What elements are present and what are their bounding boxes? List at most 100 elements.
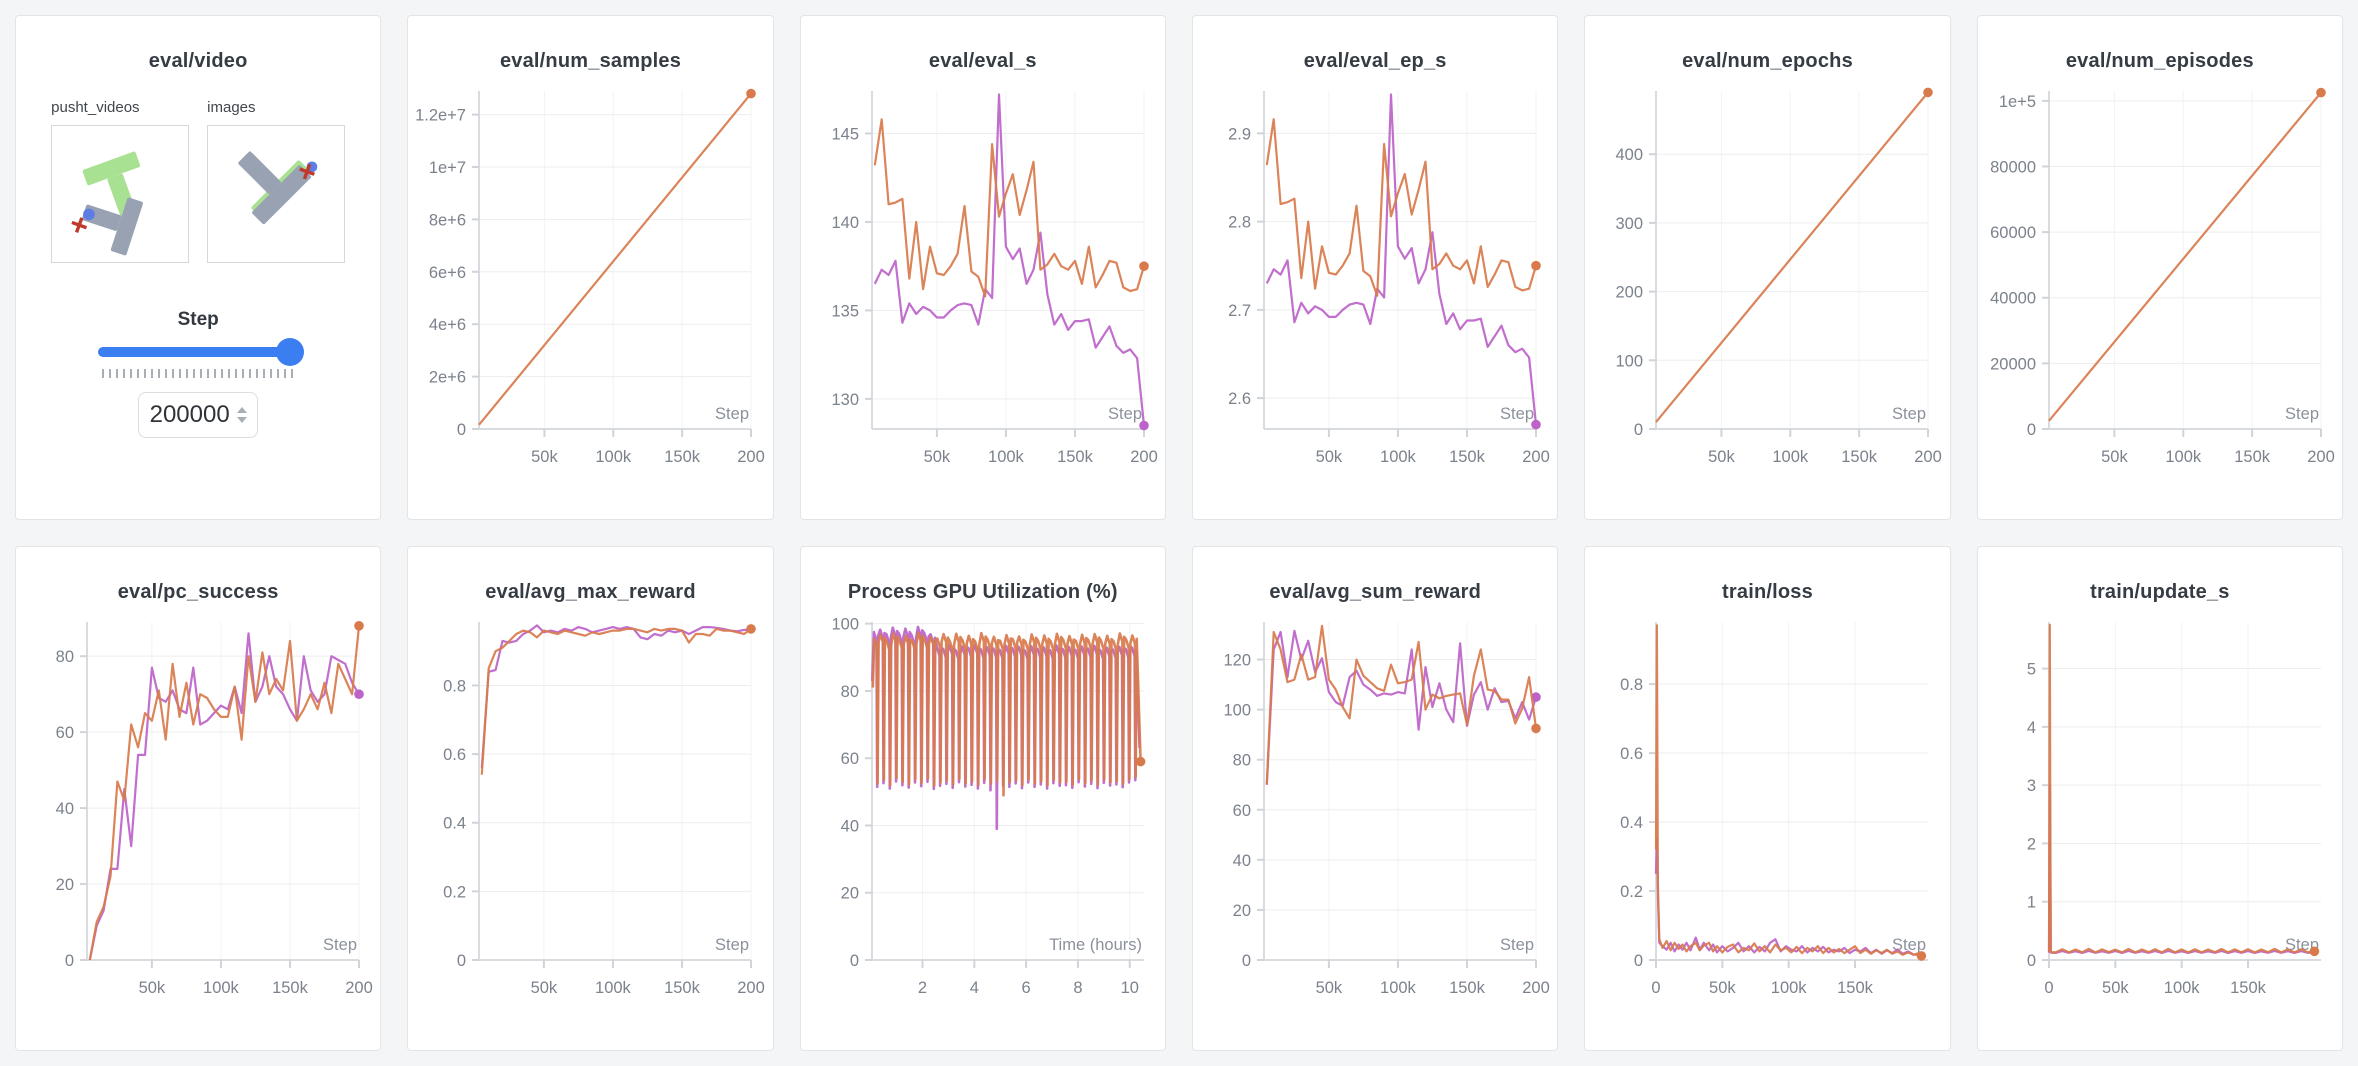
chart-panel-pc-success[interactable]: eval/pc_success 50k 100k 150k 200 0 20 40 60 80 S… [15, 546, 382, 1051]
chart-panel-train-update-s[interactable]: train/update_s 0 50k 100k 150k 0 1 2 3 4 5 Step [1976, 546, 2343, 1051]
chart-title: eval/avg_sum_reward [1269, 581, 1482, 603]
svg-text:40: 40 [840, 817, 858, 835]
increment-arrow-icon[interactable] [236, 407, 247, 413]
series-line-purple-run [481, 624, 752, 768]
tick-labels: 50k 100k 150k 200 2.6 2.7 2.8 2.9 Step [1228, 125, 1550, 466]
step-slider[interactable] [98, 338, 305, 366]
step-slider-ticks [102, 369, 295, 378]
chart-title: eval/avg_max_reward [485, 581, 696, 603]
decrement-arrow-icon[interactable] [236, 417, 247, 423]
chart-panel-num-epochs[interactable]: eval/num_epochs 50k 100k 150k 200 0 100 200 300… [1584, 15, 1951, 520]
tick-labels: 0 50k 100k 150k 0 0.2 0.4 0.6 0.8 Step [1621, 676, 1927, 997]
end-point-marker-orange-run [1917, 951, 1927, 961]
svg-text:130: 130 [831, 391, 859, 409]
svg-text:0: 0 [2027, 952, 2036, 970]
panel-title: eval/video [148, 50, 248, 72]
svg-text:60: 60 [1233, 802, 1251, 820]
svg-text:2.9: 2.9 [1228, 125, 1251, 143]
video-thumbnail-pusht[interactable] [51, 125, 190, 263]
end-point-marker-orange-run [1923, 87, 1934, 98]
svg-text:100k: 100k [596, 448, 633, 466]
chart-canvas[interactable]: 50k 100k 150k 200 0 100 200 300 400 Step [1594, 77, 1942, 497]
end-point-marker-orange-run [354, 621, 364, 631]
svg-text:40: 40 [1233, 852, 1251, 870]
svg-text:200: 200 [738, 979, 766, 997]
svg-text:20: 20 [840, 885, 858, 903]
chart-panel-gpu-utilization[interactable]: Process GPU Utilization (%) 2 4 6 8 10 0 20 40 6… [799, 546, 1166, 1051]
chart-panel-num-episodes[interactable]: eval/num_episodes 50k 100k 150k 200 0 20000 40… [1976, 15, 2343, 520]
tick-labels: 50k 100k 150k 200 0 20000 40000 60000 80000 1e+5 S… [1990, 93, 2335, 466]
series-line-orange-run [871, 631, 1142, 797]
chart-panel-avg-max-reward[interactable]: eval/avg_max_reward 50k 100k 150k 200 0 0.2 0.… [407, 546, 774, 1051]
end-point-marker-orange-run [1139, 261, 1149, 271]
chart-canvas[interactable]: 0 50k 100k 150k 0 0.2 0.4 0.6 0.8 Step [1594, 608, 1940, 1028]
svg-text:Step: Step [1500, 405, 1534, 423]
svg-text:200: 200 [738, 448, 766, 466]
svg-text:4: 4 [970, 979, 979, 997]
axes [1257, 91, 1538, 437]
chart-panel-num-samples[interactable]: eval/num_samples 50k 100k 150k 200 0 2e+6 4e+6… [407, 15, 774, 520]
svg-text:0: 0 [65, 952, 74, 970]
chart-title: eval/eval_ep_s [1303, 50, 1447, 72]
svg-text:0.8: 0.8 [1621, 676, 1644, 694]
svg-text:2.8: 2.8 [1228, 214, 1251, 232]
svg-text:0.4: 0.4 [444, 815, 467, 833]
svg-text:50k: 50k [923, 448, 950, 466]
svg-text:4: 4 [2027, 719, 2036, 737]
chart-title: train/loss [1722, 581, 1813, 603]
svg-text:0: 0 [2027, 421, 2036, 439]
chart-panel-train-loss[interactable]: train/loss 0 50k 100k 150k 0 0.2 0.4 0.6 0.8 Step [1584, 546, 1951, 1051]
svg-text:5: 5 [2027, 661, 2036, 679]
chart-canvas[interactable]: 50k 100k 150k 200 0 20 40 60 80 100 120 Step [1202, 608, 1550, 1028]
svg-text:50k: 50k [532, 448, 559, 466]
grid-lines [1264, 91, 1537, 429]
axes [472, 622, 753, 968]
svg-text:100k: 100k [2164, 979, 2201, 997]
chart-panel-avg-sum-reward[interactable]: eval/avg_sum_reward 50k 100k 150k 200 0 20 40 6… [1192, 546, 1559, 1051]
svg-text:Step: Step [1500, 936, 1534, 954]
chart-canvas[interactable]: 50k 100k 150k 200 130 135 140 145 Step [810, 77, 1158, 497]
svg-text:2e+6: 2e+6 [429, 369, 466, 387]
tick-labels: 50k 100k 150k 200 0 20 40 60 80 100 120 Step [1224, 652, 1550, 997]
svg-text:Time (hours): Time (hours) [1049, 936, 1142, 954]
step-slider-track[interactable] [98, 347, 299, 357]
stepper-arrows[interactable] [236, 407, 247, 423]
grid-lines [1655, 622, 1929, 961]
step-slider-handle[interactable] [276, 338, 305, 366]
end-point-marker-purple-run [1139, 420, 1149, 431]
end-point-marker-orange-run [2316, 87, 2326, 98]
step-number-input[interactable]: 200000 [138, 392, 259, 438]
svg-text:135: 135 [831, 302, 859, 320]
svg-text:0: 0 [1634, 952, 1643, 970]
series-line-purple-run [1265, 93, 1538, 425]
svg-text:50k: 50k [2102, 979, 2129, 997]
series-line-orange-run [2047, 623, 2315, 954]
series-line-orange-run [478, 92, 753, 426]
svg-text:Step: Step [716, 936, 750, 954]
svg-text:100k: 100k [1773, 448, 1810, 466]
svg-text:150k: 150k [1838, 979, 1875, 997]
chart-canvas[interactable]: 50k 100k 150k 200 0 2e+6 4e+6 6e+6 8e+6 1e+7 1.2e+… [416, 77, 766, 497]
end-point-marker-orange-run [746, 88, 757, 99]
panel-eval-video[interactable]: eval/video pusht_videos [15, 15, 382, 520]
svg-text:100k: 100k [1380, 979, 1417, 997]
chart-panel-eval-ep-s[interactable]: eval/eval_ep_s 50k 100k 150k 200 2.6 2.7 2.8 2.… [1192, 15, 1559, 520]
svg-text:200: 200 [1616, 284, 1644, 302]
chart-canvas[interactable]: 50k 100k 150k 200 0 0.2 0.4 0.6 0.8 Step [417, 608, 766, 1028]
chart-canvas[interactable]: 50k 100k 150k 200 0 20 40 60 80 Step [25, 608, 373, 1028]
image-thumbnail[interactable] [207, 125, 346, 263]
chart-canvas[interactable]: 50k 100k 150k 200 0 20000 40000 60000 80000 1e+5 S… [1987, 77, 2335, 497]
svg-text:80: 80 [1233, 752, 1251, 770]
chart-canvas[interactable]: 50k 100k 150k 200 2.6 2.7 2.8 2.9 Step [1202, 77, 1550, 497]
svg-text:200: 200 [2307, 448, 2335, 466]
chart-title: eval/num_samples [499, 50, 682, 72]
chart-title: eval/num_epochs [1682, 50, 1853, 72]
svg-text:10: 10 [1120, 979, 1138, 997]
series-line-purple-run [1265, 629, 1538, 785]
series-line-orange-run [481, 627, 753, 775]
svg-text:0: 0 [457, 421, 466, 439]
chart-panel-eval-s[interactable]: eval/eval_s 50k 100k 150k 200 130 135 140 145 St… [799, 15, 1166, 520]
svg-text:1: 1 [2027, 894, 2036, 912]
